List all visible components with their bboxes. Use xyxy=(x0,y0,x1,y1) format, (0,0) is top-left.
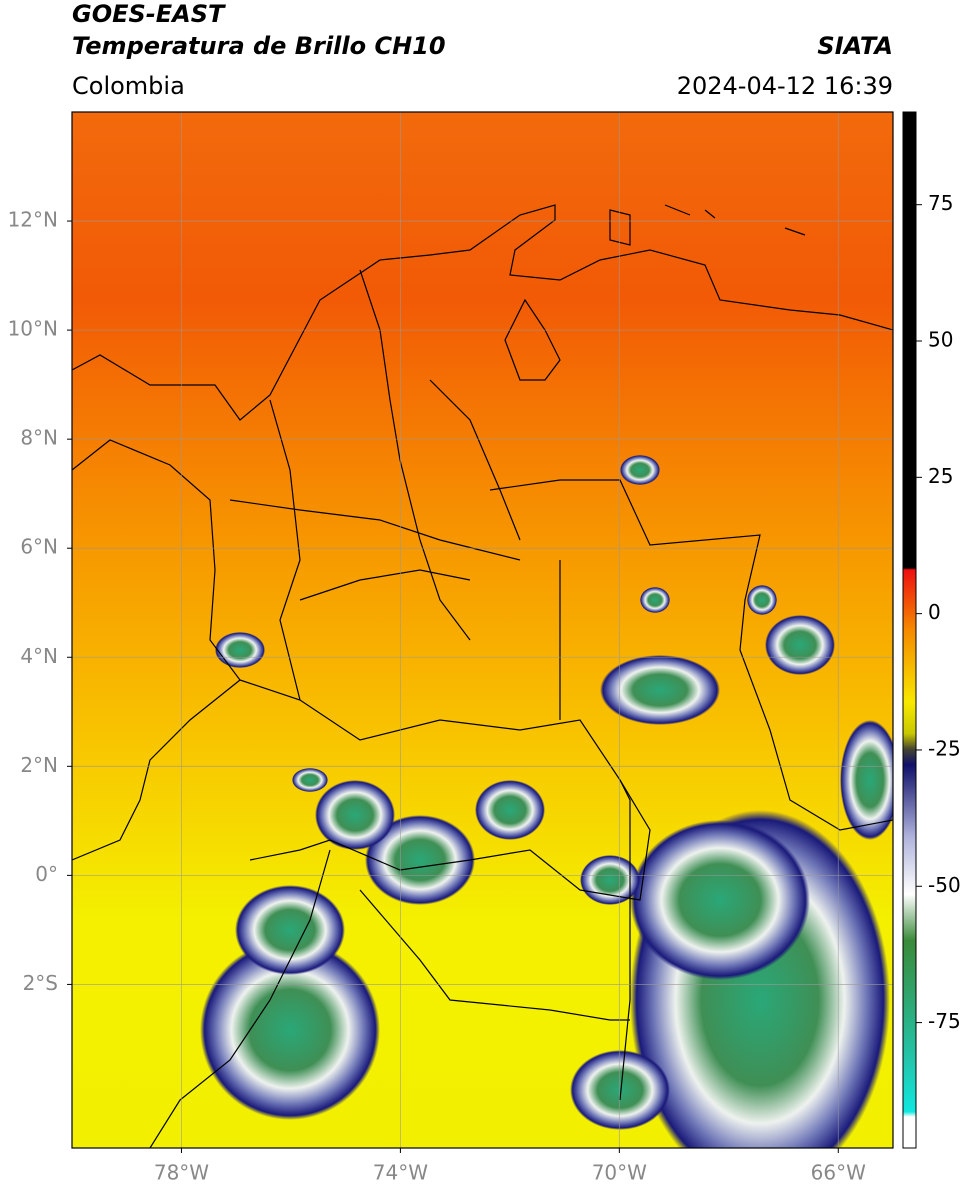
region: Colombia xyxy=(72,72,185,100)
agency: SIATA xyxy=(817,32,893,60)
colorbar-tick-label: -50 xyxy=(928,873,961,897)
datetime: 2024-04-12 16:39 xyxy=(677,72,893,100)
clouds xyxy=(200,455,893,1148)
y-tick-label: 12°N xyxy=(8,208,58,232)
y-tick-label: 8°N xyxy=(20,426,58,450)
colorbar-tick-label: 25 xyxy=(928,464,953,488)
colorbar xyxy=(902,111,917,1149)
title: GOES-EAST xyxy=(72,0,226,28)
map-frame xyxy=(71,111,894,1149)
colorbar-tick-label: -25 xyxy=(928,736,961,760)
y-tick-label: 2°N xyxy=(20,753,58,777)
y-tick-label: 6°N xyxy=(20,535,58,559)
colorbar-tick-label: 50 xyxy=(928,328,953,352)
grid xyxy=(72,112,893,1148)
subtitle: Temperatura de Brillo CH10 xyxy=(72,32,446,60)
y-tick-label: 2°S xyxy=(23,971,58,995)
colorbar-tick-label: 0 xyxy=(928,600,941,624)
colorbar-tick-label: 75 xyxy=(928,191,953,215)
colorbar-tick-label: -75 xyxy=(928,1009,961,1033)
map-image xyxy=(72,112,893,1148)
labels: 78°W 74°W 70°W 66°W 12°N 10°N 8°N 6°N 4°N 2°N 0° 2°… xyxy=(8,191,961,1184)
x-tick-label: 74°W xyxy=(373,1161,428,1185)
x-tick-label: 78°W xyxy=(154,1161,209,1185)
x-tick-label: 70°W xyxy=(592,1161,647,1185)
y-tick-label: 0° xyxy=(35,862,58,886)
x-tick-label: 66°W xyxy=(811,1161,866,1185)
y-tick-label: 4°N xyxy=(20,644,58,668)
y-tick-label: 10°N xyxy=(8,317,58,341)
